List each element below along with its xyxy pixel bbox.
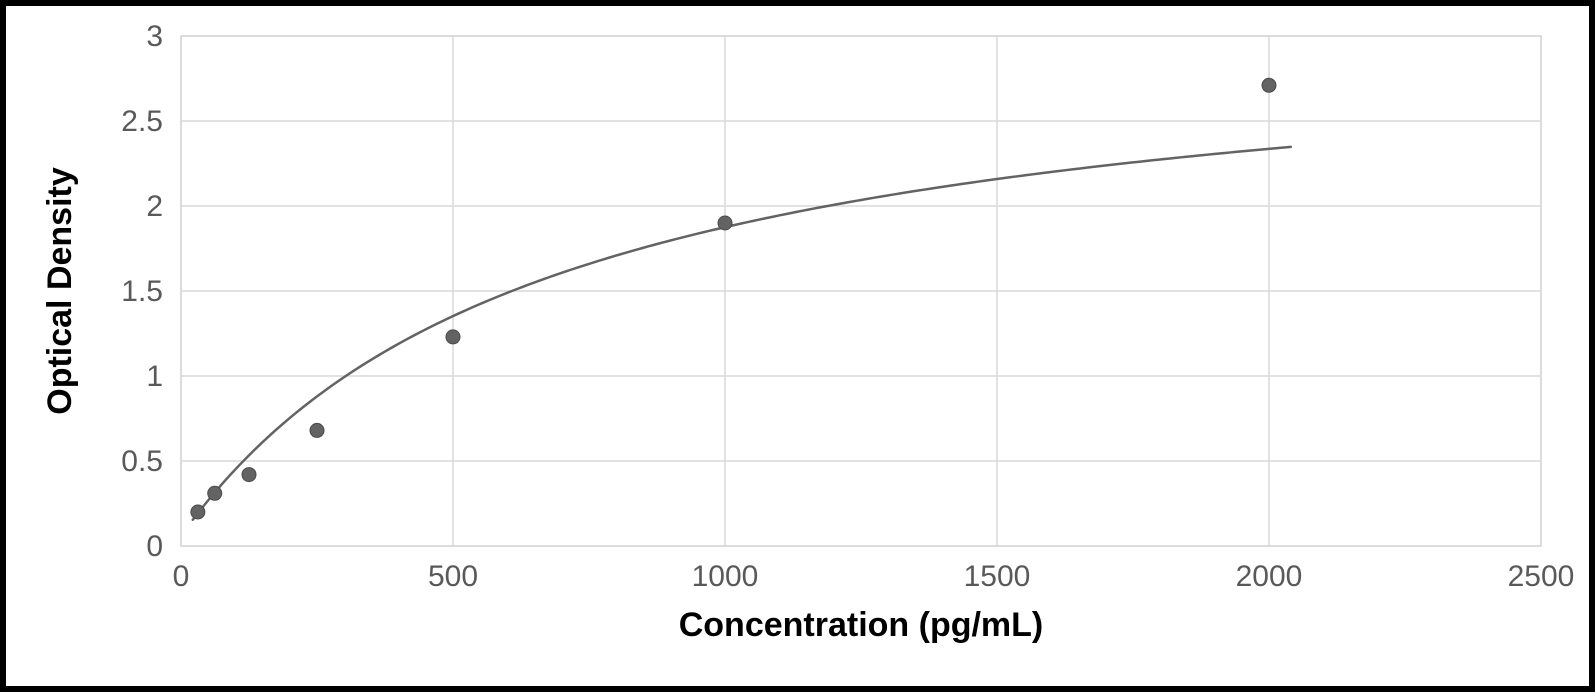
y-tick-label: 3	[146, 20, 163, 53]
y-tick-label: 2.5	[121, 105, 163, 138]
chart-svg: 0 500 1000 1500 2000 2500 0 0.5 1 1.5 2 2.5 3 Concent…	[6, 6, 1589, 686]
x-tick-label: 1500	[964, 560, 1031, 593]
y-tick-label: 2	[146, 190, 163, 223]
x-tick-label: 1000	[692, 560, 759, 593]
x-tick-label: 2500	[1508, 560, 1575, 593]
chart-frame: 0 500 1000 1500 2000 2500 0 0.5 1 1.5 2 2.5 3 Concent…	[0, 0, 1595, 692]
y-tick-label: 0	[146, 530, 163, 563]
chart-container: 0 500 1000 1500 2000 2500 0 0.5 1 1.5 2 2.5 3 Concent…	[6, 6, 1589, 686]
x-tick-label: 500	[428, 560, 478, 593]
data-point	[718, 216, 732, 230]
x-tick-label: 0	[173, 560, 190, 593]
y-tick-label: 1.5	[121, 275, 163, 308]
data-point	[446, 330, 460, 344]
y-axis-label: Optical Density	[41, 167, 79, 415]
x-tick-label: 2000	[1236, 560, 1303, 593]
data-point	[242, 468, 256, 482]
y-tick-label: 1	[146, 360, 163, 393]
data-point	[191, 505, 205, 519]
data-point	[1262, 78, 1276, 92]
data-point	[208, 486, 222, 500]
data-point	[310, 423, 324, 437]
y-tick-label: 0.5	[121, 445, 163, 478]
x-axis-label: Concentration (pg/mL)	[679, 606, 1044, 644]
